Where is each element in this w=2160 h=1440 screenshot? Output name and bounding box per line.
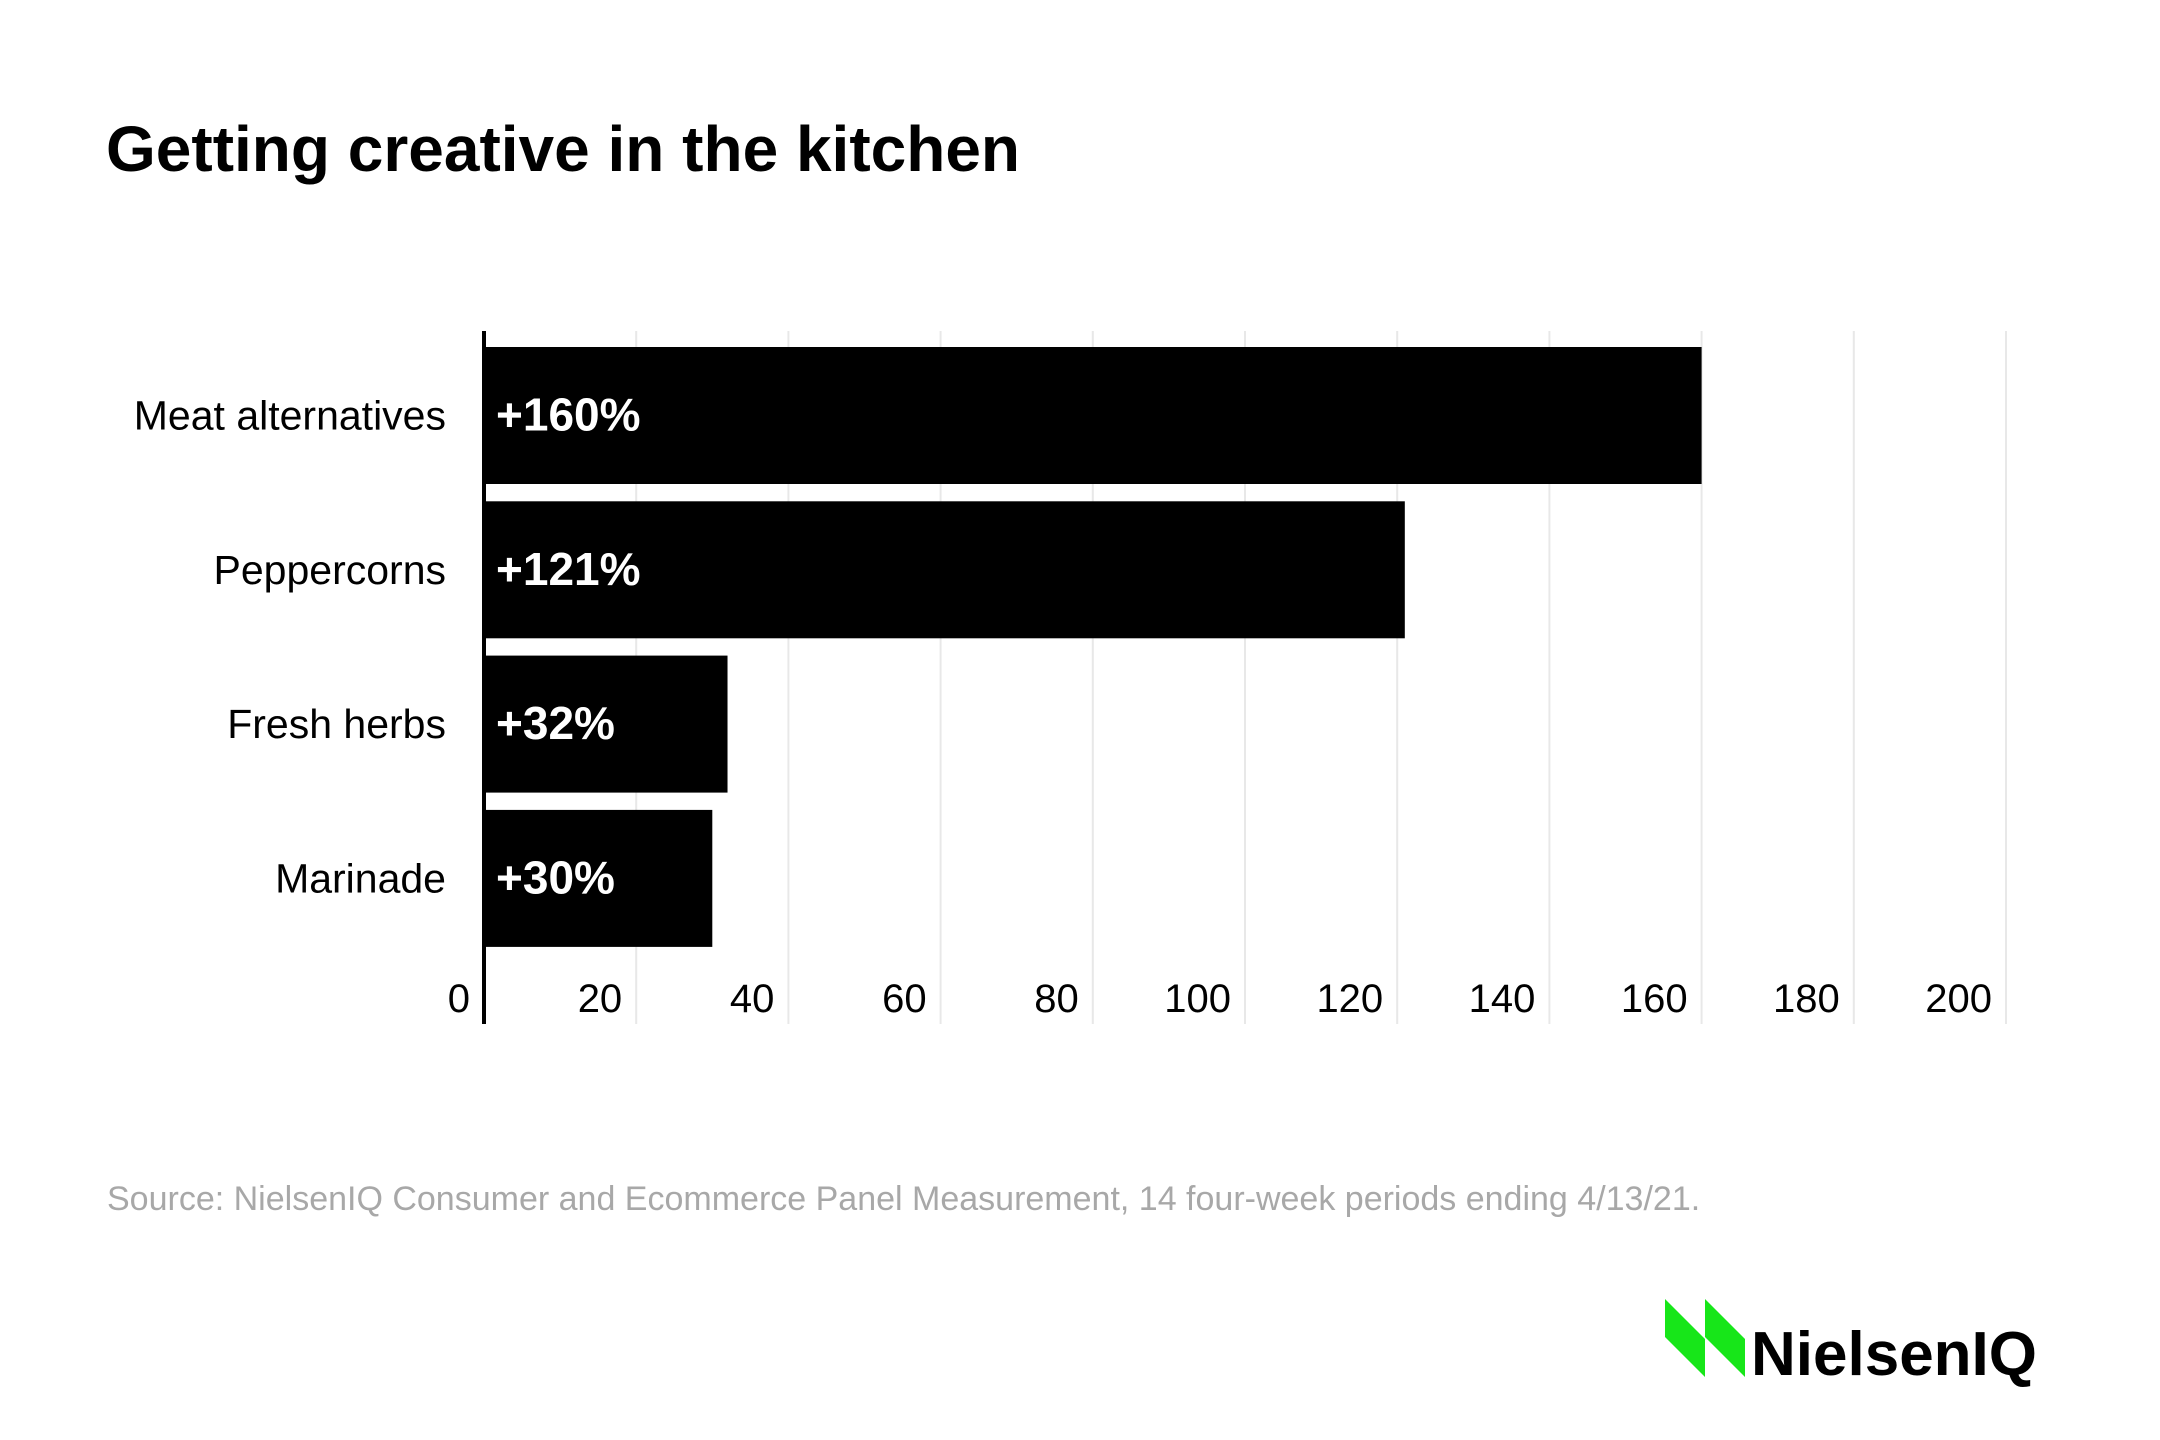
logo-text: NielsenIQ: [1751, 1320, 2037, 1389]
x-tick-label: 60: [882, 977, 927, 1021]
category-label: Fresh herbs: [227, 701, 446, 747]
data-label: +121%: [496, 543, 641, 595]
bar: [484, 809, 713, 947]
x-tick-label: 40: [730, 977, 775, 1021]
x-tick-label: 160: [1621, 977, 1688, 1021]
data-label: +32%: [496, 697, 615, 749]
category-label: Meat alternatives: [134, 393, 446, 439]
x-axis-ticks: 0 20 40 60 80 100 120 140 160 180 200: [448, 977, 1992, 1021]
bar: [484, 347, 1702, 484]
x-tick-label: 100: [1164, 977, 1231, 1021]
chart-title: Getting creative in the kitchen: [106, 113, 1020, 185]
nielseniq-logo: NielsenIQ: [1665, 1295, 2085, 1400]
data-label: +160%: [496, 389, 641, 441]
bars: Meat alternatives +160% Peppercorns +121% Fr…: [134, 347, 1702, 947]
bar: [484, 655, 728, 793]
bar: [484, 501, 1405, 639]
x-tick-label: 20: [578, 977, 623, 1021]
x-tick-label: 180: [1773, 977, 1840, 1021]
x-tick-label: 120: [1316, 977, 1383, 1021]
data-label: +30%: [496, 851, 615, 903]
x-tick-label: 80: [1034, 977, 1079, 1021]
category-label: Marinade: [275, 855, 446, 901]
x-tick-label: 0: [448, 977, 470, 1021]
logo-mark-icon: NielsenIQ: [1665, 1299, 2037, 1389]
source-note: Source: NielsenIQ Consumer and Ecommerce…: [107, 1180, 1701, 1218]
category-label: Peppercorns: [214, 547, 446, 593]
x-tick-label: 140: [1469, 977, 1536, 1021]
x-tick-label: 200: [1925, 977, 1992, 1021]
